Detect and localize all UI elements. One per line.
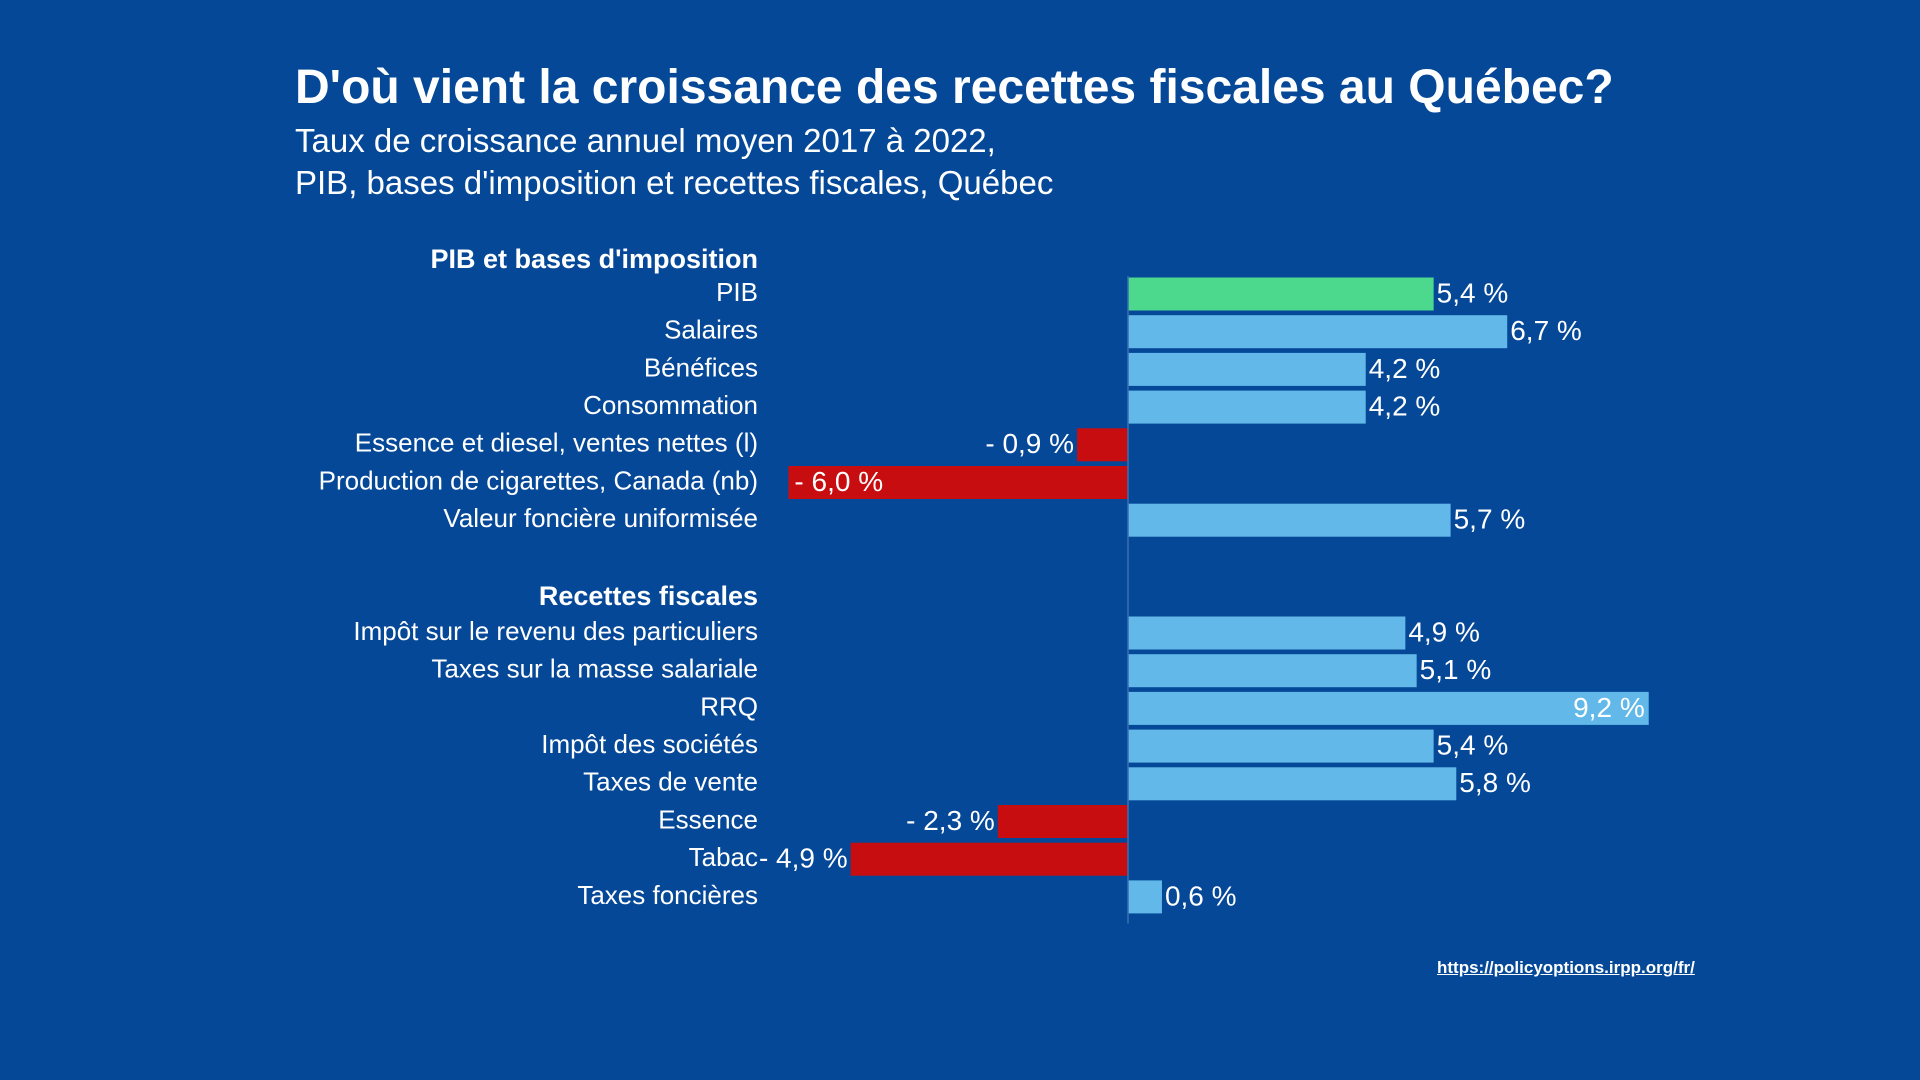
bar [1077,428,1128,462]
data-label: - 6,0 % [794,466,883,497]
category-label: Essence et diesel, ventes nettes (l) [355,428,758,458]
data-label: 4,2 % [1369,390,1441,421]
data-label: 5,7 % [1454,504,1526,535]
bar [788,466,1128,499]
category-label: Bénéfices [644,352,758,382]
group-header-2: Recettes fiscales [539,581,758,611]
bar [1128,616,1406,650]
group-header-1: PIB et bases d'imposition [431,244,758,274]
data-label: 0,6 % [1165,880,1237,911]
category-label: Salaires [664,315,758,345]
category-label: Essence [658,804,758,834]
bar [1128,352,1366,386]
bar [1128,880,1162,914]
chart-title: D'où vient la croissance des recettes fi… [295,61,1614,114]
category-label: PIB [716,277,758,307]
bar [1128,277,1434,311]
data-label: 6,7 % [1510,315,1582,346]
category-label: Taxes de vente [583,767,758,797]
data-label: 9,2 % [1573,692,1645,723]
bar [1128,390,1366,424]
category-label: Production de cigarettes, Canada (nb) [319,465,758,495]
category-label: Taxes foncières [577,880,758,910]
category-label: Impôt sur le revenu des particuliers [353,616,758,646]
bar [1128,767,1457,801]
category-label: Impôt des sociétés [541,729,758,759]
category-label: Consommation [583,390,758,420]
category-label: Taxes sur la masse salariale [431,654,758,684]
bar [1128,729,1434,763]
chart-subtitle-line-2: PIB, bases d'imposition et recettes fisc… [295,164,1054,201]
bar [997,805,1128,838]
bar [1128,691,1649,725]
chart-subtitle-line-1: Taux de croissance annuel moyen 2017 à 2… [295,122,996,159]
data-label: - 4,9 % [759,843,848,874]
source-link[interactable]: https://policyoptions.irpp.org/fr/ [1437,958,1695,977]
bar [1128,503,1451,537]
bar [850,842,1128,876]
data-label: 5,1 % [1420,654,1492,685]
category-label: Tabac [689,842,758,872]
data-label: 5,8 % [1459,767,1531,798]
data-label: 4,2 % [1369,353,1441,384]
category-label: Valeur foncière uniformisée [443,503,758,533]
bar [1128,315,1508,349]
bar [1128,654,1417,688]
data-label: 5,4 % [1437,729,1509,760]
category-label: RRQ [700,691,758,721]
data-label: 5,4 % [1437,277,1509,308]
data-label: 4,9 % [1408,616,1480,647]
data-label: - 0,9 % [985,428,1074,459]
data-label: - 2,3 % [906,805,995,836]
